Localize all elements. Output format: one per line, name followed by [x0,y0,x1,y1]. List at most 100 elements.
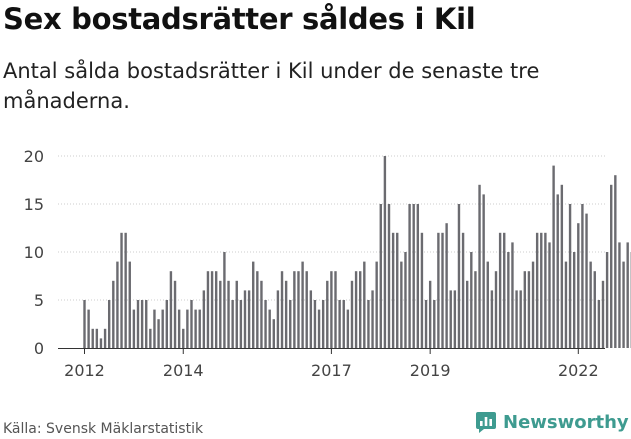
bar [239,300,243,348]
x-tick-label: 2014 [163,361,204,380]
bar [585,213,588,348]
bar [420,232,424,348]
x-tick-label: 2019 [410,361,451,380]
bar [593,271,596,348]
y-tick-label: 20 [24,147,44,166]
bar [219,280,222,348]
chart-subtitle: Antal sålda bostadsrätter i Kil under de… [3,59,540,113]
y-tick-label: 5 [34,291,44,310]
bar [206,271,210,348]
bar [375,261,378,348]
bar [136,300,140,348]
y-tick-label: 10 [24,243,44,262]
bar [511,242,514,348]
newsworthy-logo-icon [476,412,496,433]
bar [527,271,531,348]
bar [116,261,119,348]
bar [552,165,555,348]
bar [433,300,436,348]
bar [317,309,321,348]
bar [112,280,115,348]
bar [293,271,296,348]
bar [338,300,341,348]
bar [268,309,271,348]
bar [256,271,259,348]
bar [350,280,354,348]
bar [503,232,506,348]
bar [474,271,477,348]
bar [132,309,136,348]
bar [87,309,90,348]
bar [404,252,407,348]
bar [515,290,518,348]
bar [589,261,592,348]
bar [289,300,292,348]
bar [605,252,609,348]
y-tick-label: 15 [24,195,44,214]
bar [145,300,148,348]
bar [107,300,111,348]
bar [523,271,527,348]
bar [334,271,337,348]
bar [260,280,263,348]
bar [383,156,387,348]
bar [486,261,489,348]
bar [305,271,308,348]
bar [359,271,362,348]
bar [548,242,551,348]
bar [478,184,481,348]
bar [391,232,395,348]
bar [453,290,457,348]
bar [210,271,214,348]
bar [519,290,522,348]
bar [99,338,103,348]
bar [498,232,502,348]
bar [379,204,382,348]
bar [461,232,465,348]
bar [560,184,564,348]
bar [618,242,621,348]
bar [466,280,469,348]
bar [140,300,144,348]
bar [556,194,559,348]
bar [297,271,300,348]
bar [301,261,304,348]
bar [284,280,288,348]
bar [227,280,230,348]
bar [173,280,177,348]
brand-name: Newsworthy [503,411,629,433]
bar [424,300,428,348]
bar [177,309,181,348]
bar [346,309,350,348]
bar [416,204,420,348]
bar [482,194,485,348]
x-tick-label: 2012 [64,361,105,380]
bar [235,280,238,348]
bar [531,261,535,348]
bar [330,271,333,348]
bar [103,328,107,348]
bar [91,328,94,348]
bar [247,290,251,348]
bar [326,280,329,348]
bar [313,300,317,348]
bar [544,232,547,348]
bar [441,232,444,348]
bar [161,309,164,348]
bar [223,252,226,348]
y-tick-label: 0 [34,339,44,358]
bar [408,204,411,348]
x-tick-label: 2017 [311,361,352,380]
bar [540,232,543,348]
bar [342,300,345,348]
bar [400,261,403,348]
bar [264,300,267,348]
bar [252,261,255,348]
bar [182,328,185,348]
bar [371,290,374,348]
bar [622,261,625,348]
bar [457,204,461,348]
bar [577,223,580,348]
newsworthy-logo: Newsworthy [475,409,629,435]
bar [280,271,284,348]
